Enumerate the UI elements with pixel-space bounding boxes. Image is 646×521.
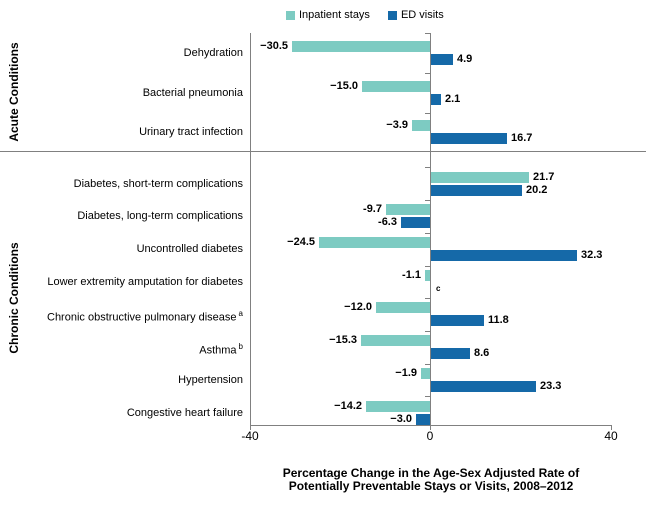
bar-ed bbox=[431, 315, 484, 327]
value-label-ed: −3.0 bbox=[390, 412, 412, 425]
category-tick-mark bbox=[425, 112, 430, 114]
group-label-chronic: Chronic Conditions bbox=[7, 242, 21, 354]
value-label-ed: -6.3 bbox=[378, 216, 397, 229]
bar-ed bbox=[431, 348, 470, 360]
value-label-ed: 23.3 bbox=[540, 379, 562, 392]
category-tick-mark bbox=[425, 167, 430, 168]
value-label-ed: 11.8 bbox=[488, 314, 509, 327]
category-tick-mark bbox=[425, 363, 430, 365]
category-label-text: Asthma bbox=[199, 344, 237, 357]
category-label-text: Lower extremity amputation for diabetes bbox=[47, 275, 243, 288]
bar-inpatient bbox=[421, 367, 430, 379]
category-tick-mark bbox=[425, 33, 430, 34]
bar-inpatient bbox=[319, 236, 430, 248]
bar-inpatient bbox=[431, 171, 529, 183]
value-label-ed: 2.1 bbox=[445, 92, 461, 105]
inpatient-swatch-icon bbox=[286, 10, 295, 20]
category-label-text: Uncontrolled diabetes bbox=[136, 242, 243, 255]
value-label-inpatient: 21.7 bbox=[533, 170, 555, 183]
bar-ed bbox=[401, 217, 430, 229]
bar-ed bbox=[431, 249, 577, 261]
x-tick-40: 40 bbox=[604, 429, 618, 443]
bar-inpatient bbox=[376, 302, 430, 314]
bar-inpatient bbox=[412, 120, 430, 132]
footnote-sup: b bbox=[238, 342, 243, 352]
bar-inpatient bbox=[386, 204, 430, 216]
category-tick-mark bbox=[425, 265, 430, 267]
value-label-inpatient: −30.5 bbox=[260, 40, 288, 52]
category-label-text: Dehydration bbox=[183, 47, 243, 59]
value-label-ed: 32.3 bbox=[581, 248, 603, 261]
category-tick-mark bbox=[425, 330, 430, 332]
category-label: Diabetes, long-term complications bbox=[0, 209, 243, 223]
x-axis-tick-mark bbox=[250, 425, 251, 430]
legend-label-inpatient: Inpatient stays bbox=[299, 9, 370, 21]
category-label: Asthma b bbox=[0, 340, 243, 358]
x-axis-tick-mark bbox=[430, 425, 431, 430]
bar-ed bbox=[431, 54, 453, 65]
value-label-inpatient: −24.5 bbox=[287, 235, 315, 248]
category-tick-mark bbox=[425, 200, 430, 201]
x-axis-line bbox=[250, 425, 612, 426]
category-tick-mark bbox=[425, 396, 430, 397]
category-label-text: Diabetes, short-term complications bbox=[73, 177, 243, 190]
category-label: Diabetes, short-term complications bbox=[0, 177, 243, 191]
legend: Inpatient stays ED visits bbox=[286, 8, 444, 22]
zero-axis-line bbox=[430, 33, 431, 425]
category-label: Chronic obstructive pulmonary disease a bbox=[0, 307, 243, 325]
value-label-inpatient: −14.2 bbox=[334, 399, 362, 412]
value-label-inpatient: -9.7 bbox=[363, 203, 382, 216]
section-divider-line bbox=[0, 151, 646, 152]
x-tick-zero: 0 bbox=[426, 429, 434, 443]
footnote-c-marker: c bbox=[436, 283, 441, 293]
category-label: Bacterial pneumonia bbox=[0, 86, 243, 100]
value-label-ed: 20.2 bbox=[526, 183, 548, 196]
value-label-inpatient: −15.0 bbox=[330, 79, 358, 92]
value-label-ed: 8.6 bbox=[474, 347, 490, 360]
bar-inpatient bbox=[362, 80, 430, 92]
bar-inpatient bbox=[292, 41, 430, 52]
legend-item-inpatient: Inpatient stays bbox=[286, 8, 370, 22]
value-label-inpatient: −15.3 bbox=[329, 334, 357, 347]
category-label: Urinary tract infection bbox=[0, 125, 243, 139]
category-label: Congestive heart failure bbox=[0, 406, 243, 420]
x-axis-title-line2: Potentially Preventable Stays or Visits,… bbox=[288, 479, 574, 493]
bar-ed bbox=[431, 380, 536, 392]
category-label-text: Hypertension bbox=[178, 373, 243, 386]
value-label-inpatient: -1.1 bbox=[402, 268, 421, 281]
category-label-text: Bacterial pneumonia bbox=[142, 86, 243, 99]
bar-ed bbox=[431, 93, 441, 105]
value-label-ed: 16.7 bbox=[511, 132, 533, 145]
category-label-text: Urinary tract infection bbox=[139, 126, 243, 139]
category-label-text: Diabetes, long-term complications bbox=[77, 210, 243, 223]
bar-ed bbox=[431, 133, 507, 145]
category-label: Hypertension bbox=[0, 373, 243, 387]
category-tick-mark bbox=[425, 72, 430, 74]
x-tick-minus40: -40 bbox=[241, 429, 259, 443]
category-label: Lower extremity amputation for diabetes bbox=[0, 275, 243, 289]
bar-inpatient bbox=[425, 269, 430, 281]
legend-item-ed: ED visits bbox=[387, 8, 444, 22]
bar-inpatient bbox=[361, 335, 430, 347]
footnote-sup: a bbox=[238, 309, 243, 319]
category-label: Uncontrolled diabetes bbox=[0, 242, 243, 256]
value-label-inpatient: −3.9 bbox=[386, 119, 408, 132]
ed-swatch-icon bbox=[387, 10, 397, 20]
value-label-inpatient: −12.0 bbox=[344, 301, 372, 314]
category-label-text: Chronic obstructive pulmonary disease bbox=[47, 311, 237, 324]
x-axis-tick-mark bbox=[611, 425, 612, 430]
category-label-text: Congestive heart failure bbox=[126, 406, 243, 419]
bar-ed bbox=[416, 413, 430, 425]
value-label-ed: 4.9 bbox=[457, 53, 473, 65]
category-label: Dehydration bbox=[0, 46, 243, 60]
bar-ed bbox=[431, 184, 522, 196]
x-axis-title-line1: Percentage Change in the Age-Sex Adjuste… bbox=[282, 466, 580, 480]
category-tick-mark bbox=[425, 232, 430, 234]
category-tick-mark bbox=[425, 298, 430, 299]
value-label-inpatient: −1.9 bbox=[395, 366, 417, 379]
bar-inpatient bbox=[366, 400, 430, 412]
legend-label-ed: ED visits bbox=[400, 9, 444, 21]
plot-left-border bbox=[250, 33, 251, 425]
